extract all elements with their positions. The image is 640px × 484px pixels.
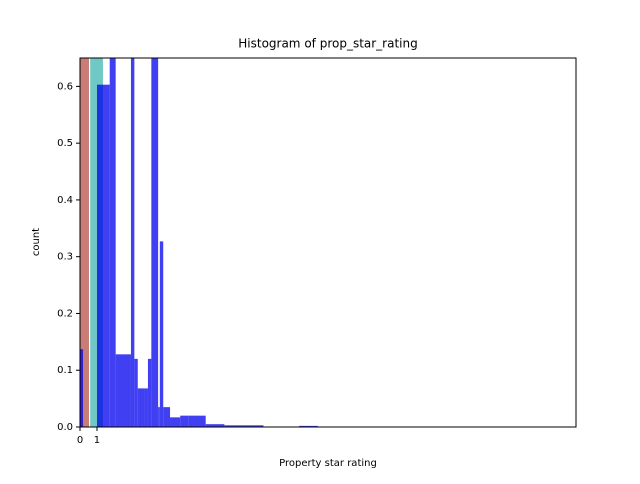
y-tick-label: 0.2 xyxy=(57,308,73,319)
x-axis-label: Property star rating xyxy=(279,458,377,469)
histogram-bar xyxy=(130,58,135,427)
histogram-bar xyxy=(205,424,225,427)
histogram-bar xyxy=(159,241,164,427)
histogram-bar xyxy=(80,349,84,427)
histogram-bar xyxy=(299,425,318,427)
histogram-bar xyxy=(158,407,160,427)
y-tick-label: 0.0 xyxy=(57,422,73,433)
histogram-bar xyxy=(137,388,145,427)
histogram-bar xyxy=(170,417,181,427)
histogram-bar xyxy=(109,58,116,427)
axes-frame xyxy=(79,57,577,428)
histogram-bar xyxy=(180,415,189,427)
histogram-bar xyxy=(147,358,152,427)
x-tick-label: 1 xyxy=(94,435,100,446)
histogram-bar xyxy=(96,84,110,427)
histogram-bar xyxy=(80,58,90,427)
y-tick-label: 0.5 xyxy=(57,138,73,149)
x-tick-label: 0 xyxy=(77,435,83,446)
y-tick-label: 0.6 xyxy=(57,81,73,92)
histogram-bar xyxy=(224,425,264,427)
y-tick-label: 0.4 xyxy=(57,195,73,206)
histogram-bar xyxy=(134,358,138,427)
y-axis-label: count xyxy=(31,228,42,256)
plot-area xyxy=(80,58,318,427)
histogram-bar xyxy=(115,354,131,427)
histogram-bar xyxy=(188,415,206,427)
chart-title: Histogram of prop_star_rating xyxy=(238,37,417,51)
y-tick-label: 0.3 xyxy=(57,252,73,263)
histogram-bar xyxy=(144,388,148,427)
y-tick-label: 0.1 xyxy=(57,365,73,376)
histogram-bar xyxy=(163,407,171,427)
histogram-bar xyxy=(151,58,159,427)
